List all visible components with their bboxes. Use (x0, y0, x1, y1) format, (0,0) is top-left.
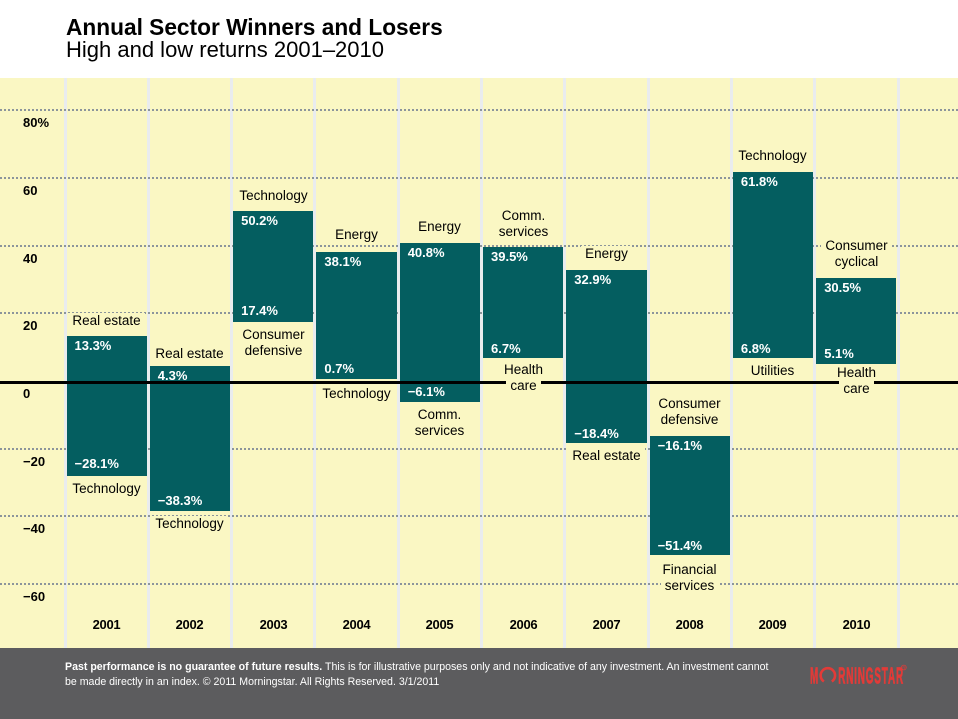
svg-text:M: M (810, 663, 818, 689)
svg-text:RNINGSTAR: RNINGSTAR (838, 663, 904, 689)
svg-text:R: R (902, 666, 906, 671)
